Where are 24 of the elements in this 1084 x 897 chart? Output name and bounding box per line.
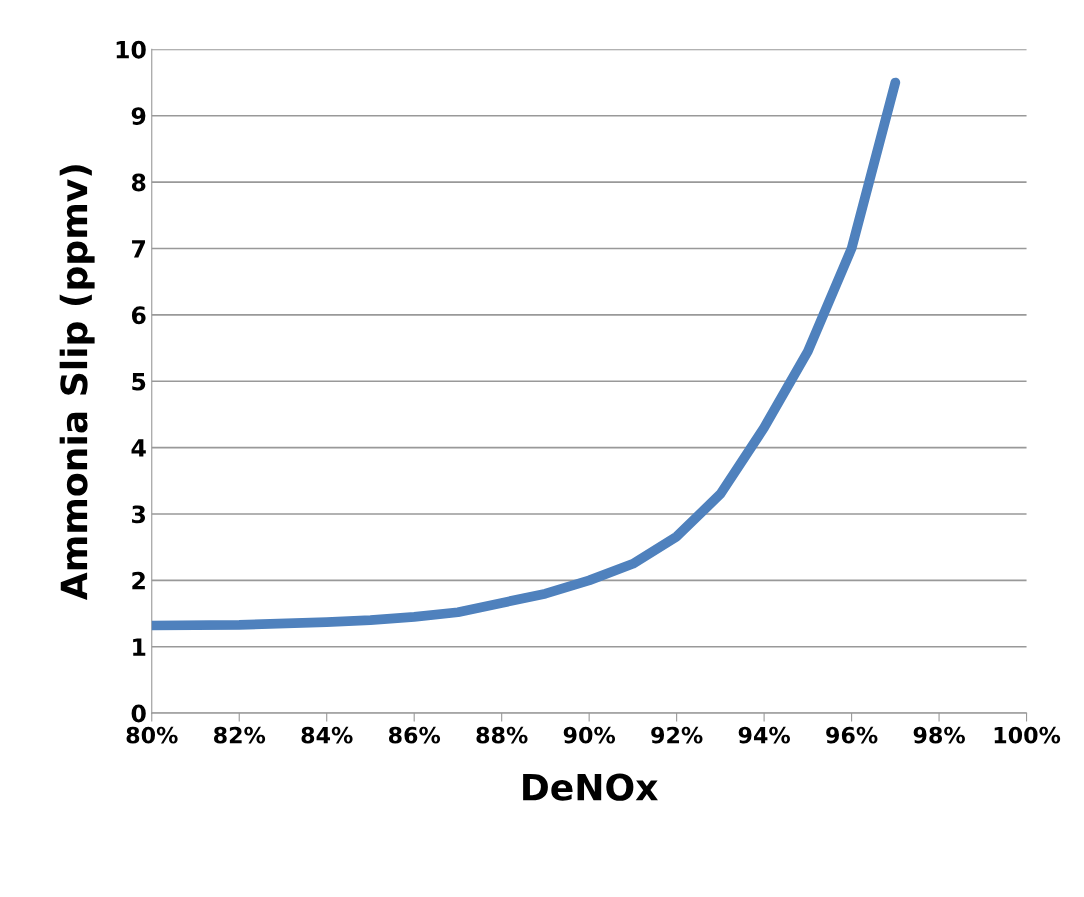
x-tick-label: 80%: [126, 726, 178, 744]
x-tick-label: 100%: [994, 726, 1061, 744]
y-tick-label: 7: [132, 240, 146, 258]
x-tick-label: 92%: [651, 726, 703, 744]
y-tick-label: 0: [131, 704, 146, 723]
x-tick-label: 98%: [913, 726, 965, 744]
x-tick-label: 96%: [826, 726, 878, 744]
y-tick-label: 9: [131, 107, 146, 126]
y-tick-label: 6: [131, 306, 146, 325]
y-tick-label: 8: [131, 173, 146, 192]
y-tick-label: 1: [133, 638, 146, 656]
y-tick-label: 10: [116, 40, 146, 59]
y-tick-label: 4: [131, 439, 146, 457]
y-tick-label: 2: [132, 571, 145, 590]
y-tick-label: 3: [132, 505, 146, 524]
y-axis-title: Ammonia Slip (ppmv): [59, 165, 95, 601]
x-tick-label: 88%: [476, 726, 528, 744]
x-tick-label: 84%: [301, 726, 353, 744]
x-tick-label: 86%: [388, 726, 441, 744]
x-tick-label: 94%: [738, 726, 790, 744]
x-axis-title: DeNOx: [523, 773, 658, 801]
y-tick-label: 5: [132, 372, 146, 391]
x-tick-label: 90%: [563, 726, 616, 744]
x-tick-label: 82%: [214, 726, 266, 744]
